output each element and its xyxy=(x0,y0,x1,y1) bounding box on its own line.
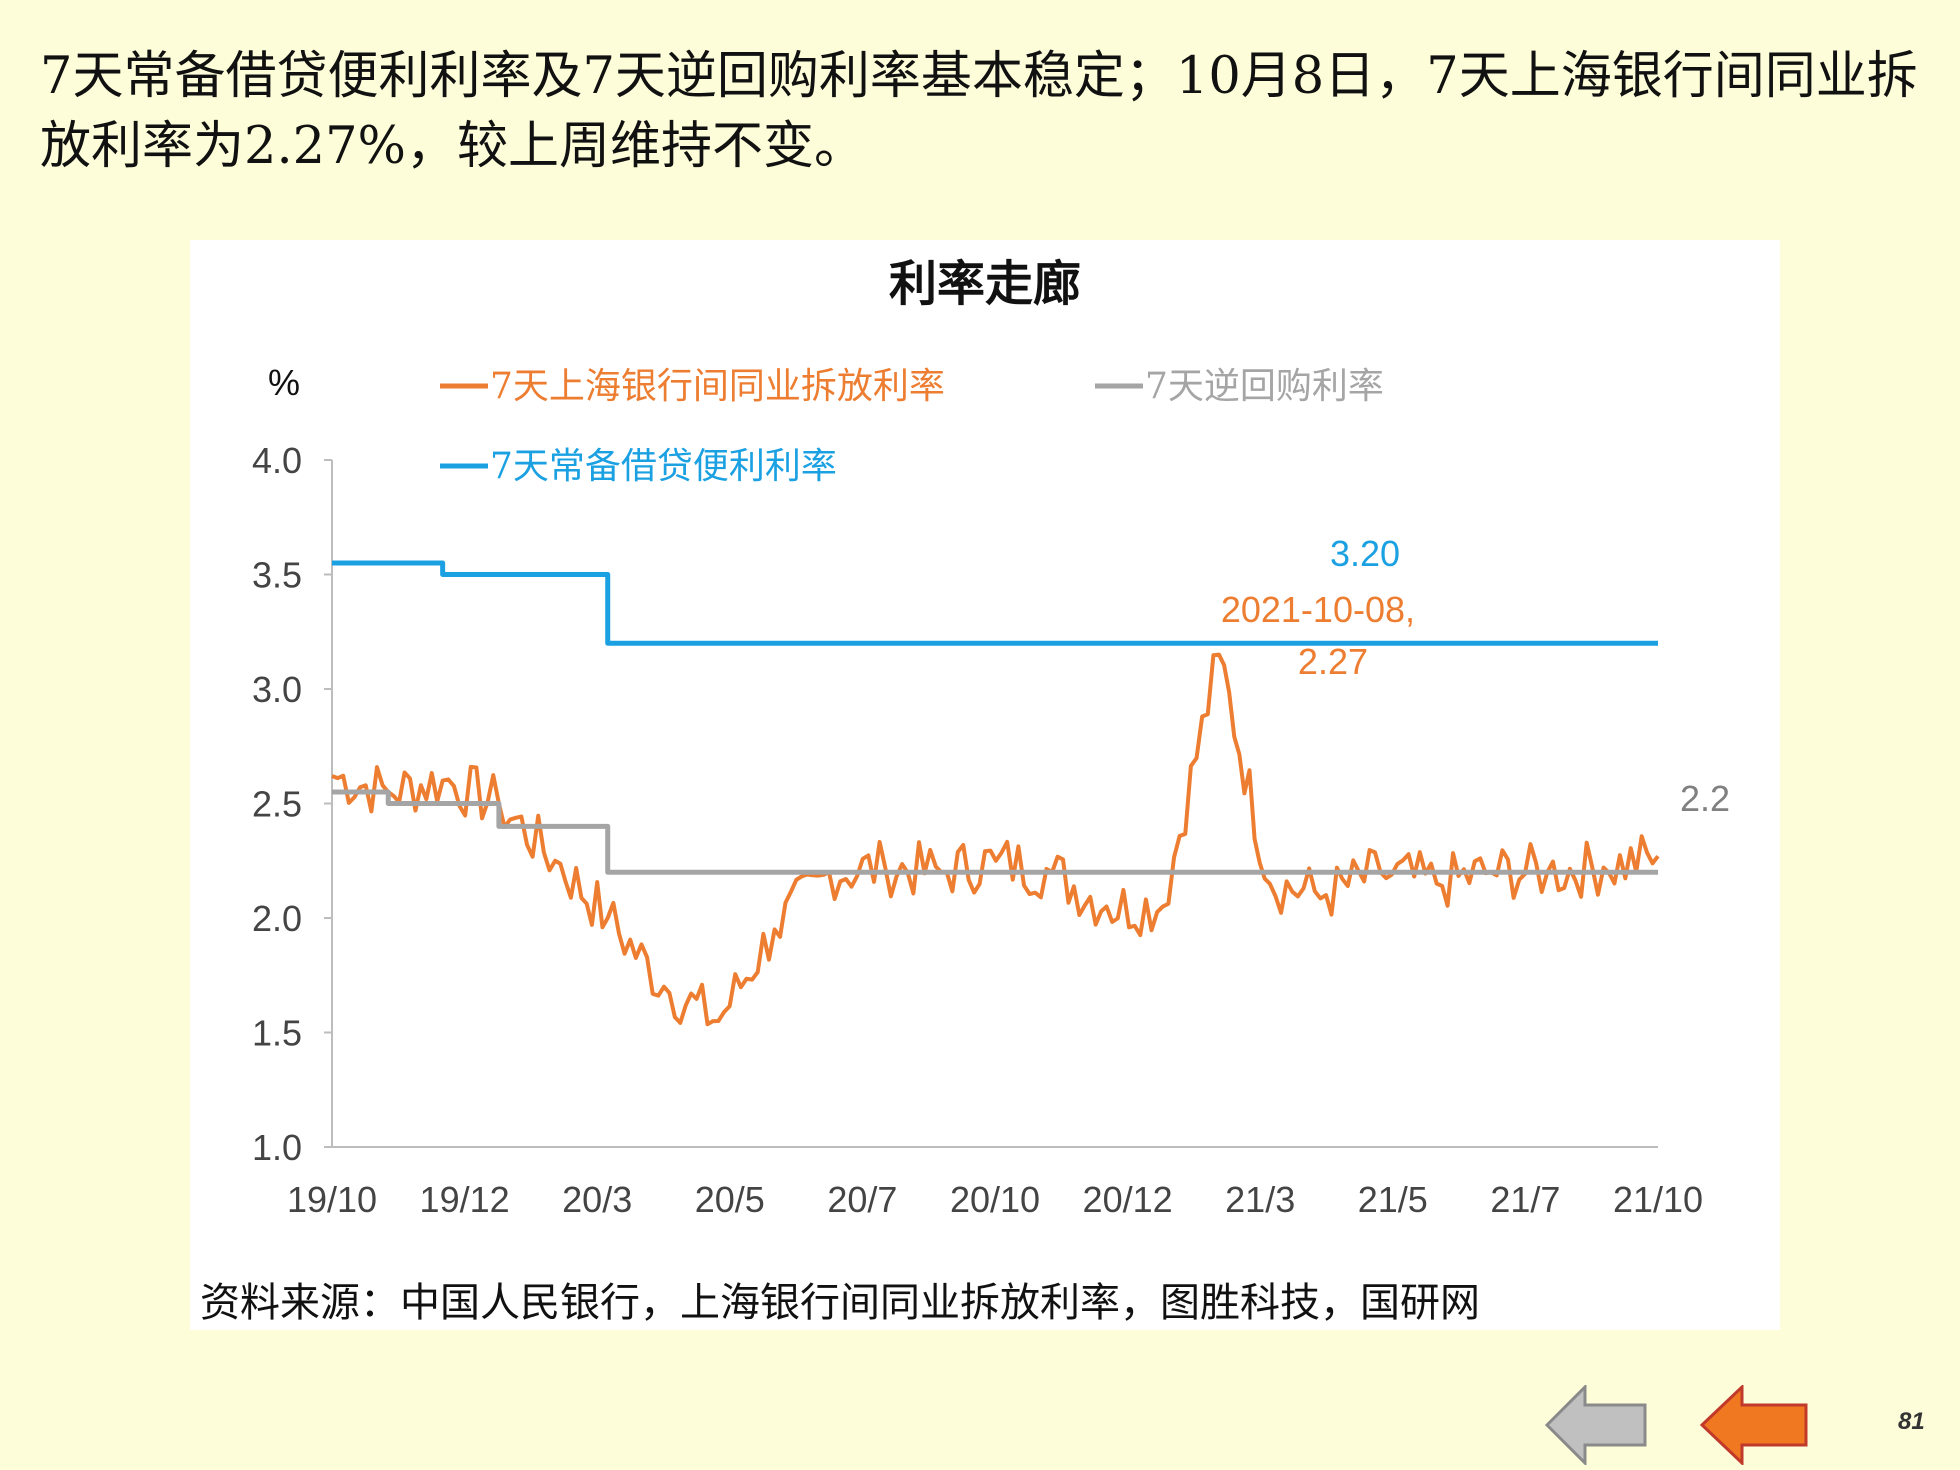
arrow-left-orange-icon xyxy=(1700,1385,1808,1465)
series-line-2 xyxy=(332,789,1658,875)
x-tick-label: 20/7 xyxy=(827,1179,897,1220)
y-tick-label: 3.5 xyxy=(252,555,302,596)
x-tick-label: 21/5 xyxy=(1358,1179,1428,1220)
y-tick-label: 2.5 xyxy=(252,784,302,825)
y-tick-label: 2.0 xyxy=(252,898,302,939)
x-tick-label: 21/7 xyxy=(1490,1179,1560,1220)
y-tick-label: 4.0 xyxy=(252,440,302,481)
x-tick-label: 19/12 xyxy=(420,1179,510,1220)
annotation-label: 2021-10-08, xyxy=(1221,589,1415,630)
slide-headline: 7天常备借贷便利利率及7天逆回购利率基本稳定；10月8日，7天上海银行间同业拆放… xyxy=(40,47,1918,176)
previous-slide-button[interactable] xyxy=(1700,1385,1810,1465)
x-tick-label: 21/3 xyxy=(1225,1179,1295,1220)
legend-label: 7天上海银行间同业拆放利率 xyxy=(490,366,945,407)
y-axis-label: % xyxy=(268,362,300,403)
series-line-1 xyxy=(331,652,1660,1027)
chart-title: 利率走廊 xyxy=(889,256,1081,312)
annotation-label: 2.27 xyxy=(1298,641,1368,682)
page-number: 81 xyxy=(1898,1408,1925,1435)
legend-label: 7天逆回购利率 xyxy=(1145,366,1384,407)
source-note: 资料来源：中国人民银行，上海银行间同业拆放利率，图胜科技，国研网 xyxy=(200,1280,1480,1326)
x-tick-label: 21/10 xyxy=(1613,1179,1703,1220)
chart-panel: 利率走廊% 1.0 1.5 2.0 2.5 3.0 3.5 4.0 19/10 19/12 20/3… xyxy=(190,240,1780,1330)
y-tick-label: 3.0 xyxy=(252,669,302,710)
annotation-label: 2.2 xyxy=(1680,778,1730,819)
x-tick-label: 20/5 xyxy=(695,1179,765,1220)
x-tick-label: 20/12 xyxy=(1083,1179,1173,1220)
back-arrow-button[interactable] xyxy=(1545,1385,1650,1465)
series-line-3 xyxy=(332,560,1658,646)
arrow-left-gray-icon xyxy=(1545,1385,1647,1465)
x-tick-label: 20/10 xyxy=(950,1179,1040,1220)
x-tick-label: 19/10 xyxy=(287,1179,377,1220)
x-tick-label: 20/3 xyxy=(562,1179,632,1220)
y-tick-label: 1.0 xyxy=(252,1127,302,1168)
annotation-label: 3.20 xyxy=(1330,533,1400,574)
y-tick-label: 1.5 xyxy=(252,1013,302,1054)
legend-label: 7天常备借贷便利利率 xyxy=(490,446,837,487)
chart-svg: 利率走廊% 1.0 1.5 2.0 2.5 3.0 3.5 4.0 19/10 19/12 20/3… xyxy=(252,256,1730,1220)
